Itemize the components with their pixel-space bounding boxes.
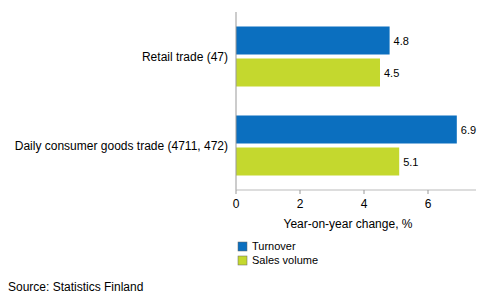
x-tick-label: 2 — [297, 197, 304, 211]
x-tick-label: 6 — [425, 197, 432, 211]
y-axis-line — [236, 12, 237, 190]
x-tick-label: 0 — [233, 197, 240, 211]
bar — [236, 116, 457, 144]
labels: Retail trade (47) 4.8 4.5 Daily consumer go… — [15, 35, 476, 168]
chart: Retail trade (47) 4.8 4.5 Daily consumer go… — [0, 0, 493, 304]
data-label: 5.1 — [403, 156, 418, 168]
legend-swatch — [238, 256, 247, 265]
x-tick-label: 4 — [361, 197, 368, 211]
data-label: 4.5 — [384, 67, 399, 79]
x-tick — [428, 190, 429, 194]
legend-label: Turnover — [252, 240, 296, 252]
bars — [236, 27, 457, 176]
x-tick — [300, 190, 301, 194]
bar — [236, 59, 380, 87]
category-label: Retail trade (47) — [142, 50, 228, 64]
x-tick — [236, 190, 237, 194]
data-label: 4.8 — [394, 35, 409, 47]
legend-label: Sales volume — [252, 254, 318, 266]
legend-swatch — [238, 242, 247, 251]
data-label: 6.9 — [461, 124, 476, 136]
x-axis-label: Year-on-year change, % — [284, 217, 413, 231]
bar — [236, 27, 390, 55]
source: Source: Statistics Finland — [8, 280, 143, 294]
x-axis-line — [236, 190, 476, 191]
category-label: Daily consumer goods trade (4711, 472) — [15, 139, 228, 153]
bar — [236, 148, 399, 176]
x-tick — [364, 190, 365, 194]
